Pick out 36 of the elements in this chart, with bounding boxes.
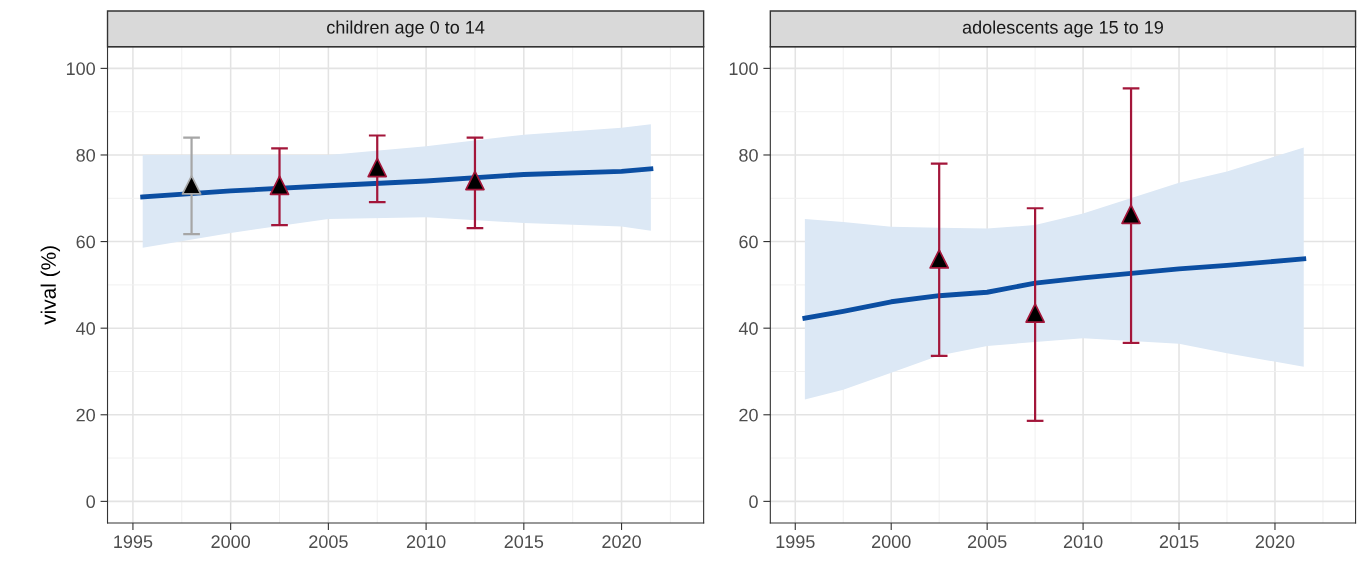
y-tick-label: 100 bbox=[66, 62, 96, 76]
x-tick-label: 2020 bbox=[1255, 535, 1295, 549]
point bbox=[465, 170, 485, 191]
y-tick-label: 40 bbox=[76, 322, 96, 335]
x-tick-label: 2010 bbox=[1063, 535, 1103, 549]
chart-title: children age 0 to 14 bbox=[327, 20, 485, 38]
x-tick-label: 2015 bbox=[1159, 535, 1199, 549]
point bbox=[367, 157, 388, 178]
y-tick-label: 80 bbox=[739, 148, 758, 162]
y-axis-title: vival (%) bbox=[40, 246, 61, 325]
y-tick-label: 60 bbox=[76, 235, 96, 249]
chart-title: adolescents age 15 to 19 bbox=[962, 20, 1163, 38]
y-tick-label: 0 bbox=[749, 495, 758, 509]
line-series bbox=[802, 256, 1307, 321]
x-tick-label: 2005 bbox=[967, 535, 1007, 549]
y-tick-label: 20 bbox=[739, 408, 758, 422]
x-tick-label: 1995 bbox=[776, 535, 815, 549]
y-tick-label: 40 bbox=[738, 322, 758, 335]
x-tick-label: 2000 bbox=[211, 535, 251, 549]
y-tick-label: 0 bbox=[86, 495, 96, 509]
y-tick-label: 100 bbox=[729, 62, 758, 76]
y-tick-label: 80 bbox=[76, 148, 96, 162]
x-tick-label: 2005 bbox=[309, 535, 348, 549]
y-tick-label: 20 bbox=[76, 408, 96, 422]
x-tick-label: 2010 bbox=[406, 535, 446, 549]
x-tick-label: 2020 bbox=[602, 535, 641, 549]
y-tick-label: 60 bbox=[739, 235, 758, 249]
point bbox=[929, 249, 950, 269]
x-tick-label: 2015 bbox=[504, 535, 544, 549]
point bbox=[269, 175, 290, 196]
line-series bbox=[140, 166, 654, 200]
point bbox=[181, 174, 202, 195]
point bbox=[1121, 204, 1141, 225]
point bbox=[1025, 303, 1046, 323]
x-tick-label: 1995 bbox=[114, 535, 153, 549]
x-tick-label: 2000 bbox=[872, 535, 911, 549]
